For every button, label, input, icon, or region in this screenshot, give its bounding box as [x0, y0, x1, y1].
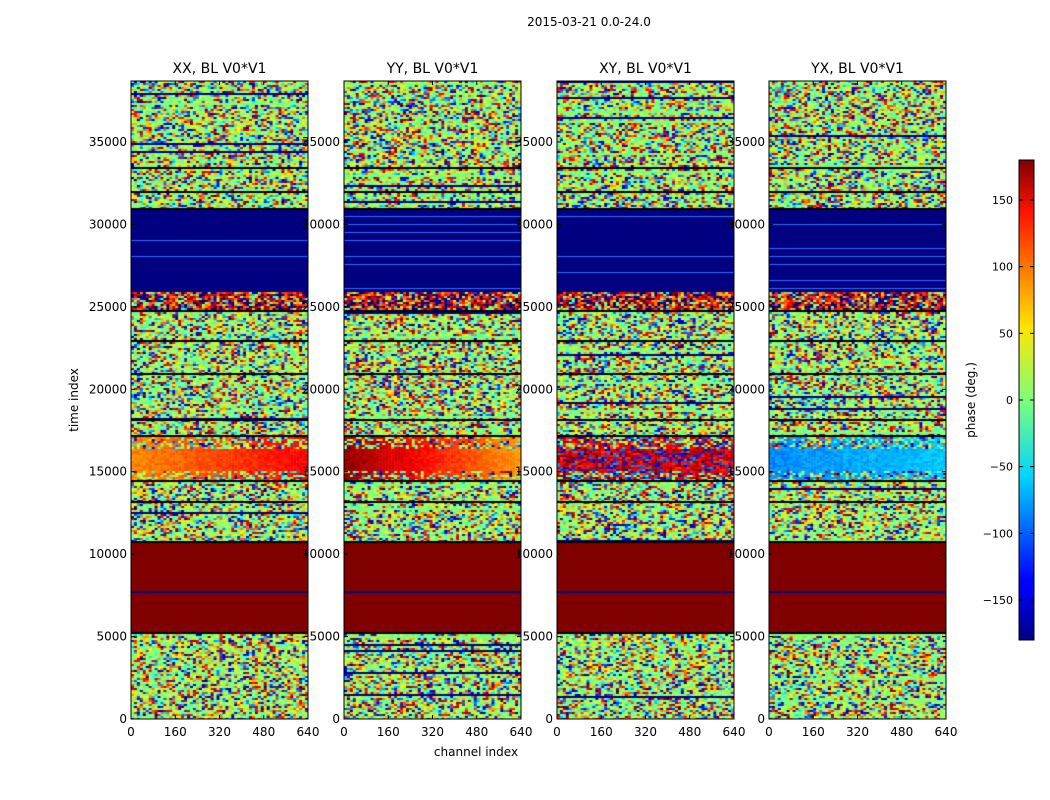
- panel-title: XX, BL V0*V1: [173, 61, 267, 77]
- colorbar-tick-label: 0: [1006, 394, 1013, 407]
- colorbar-label: phase (deg.): [964, 362, 978, 438]
- x-tick-label: 640: [935, 725, 958, 739]
- panel-title: YX, BL V0*V1: [810, 61, 904, 77]
- heatmap-2: [557, 81, 734, 719]
- panel-title: YY, BL V0*V1: [386, 61, 479, 77]
- x-tick-label: 160: [802, 725, 825, 739]
- colorbar-tick-label: −100: [983, 527, 1013, 540]
- y-tick-label: 10000: [302, 547, 340, 561]
- y-tick-label: 10000: [515, 547, 553, 561]
- y-tick-label: 20000: [727, 382, 765, 396]
- colorbar-tick-label: −150: [983, 594, 1013, 607]
- x-tick-label: 640: [510, 725, 533, 739]
- x-tick-label: 320: [208, 725, 231, 739]
- y-axis-label: time index: [67, 368, 81, 432]
- y-tick-label: 0: [332, 712, 340, 726]
- y-tick-label: 5000: [96, 630, 127, 644]
- panel-3: YX, BL V0*V1 0 160 320 480 640 0 5000 10000 15000…: [727, 61, 958, 739]
- x-tick-label: 320: [421, 725, 444, 739]
- heatmap-0: [131, 81, 308, 719]
- heatmap-1: [344, 81, 521, 719]
- y-tick-label: 25000: [727, 300, 765, 314]
- y-tick-label: 30000: [302, 217, 340, 231]
- y-tick-label: 0: [757, 712, 765, 726]
- y-tick-label: 5000: [734, 630, 765, 644]
- y-tick-label: 15000: [515, 465, 553, 479]
- y-tick-label: 35000: [727, 135, 765, 149]
- figure-title: 2015-03-21 0.0-24.0: [527, 15, 651, 29]
- x-tick-label: 480: [465, 725, 488, 739]
- panel-0: XX, BL V0*V1 0 160 320 480 640 0 5000 10000 15000…: [89, 61, 320, 739]
- colorbar-tick-label: −50: [990, 461, 1013, 474]
- colorbar-tick-label: 150: [992, 194, 1013, 207]
- y-tick-label: 30000: [727, 217, 765, 231]
- y-tick-label: 5000: [522, 630, 553, 644]
- colorbar: −150 −100 −50 0 50 100 150 phase (deg.): [964, 159, 1035, 641]
- y-tick-label: 15000: [89, 465, 127, 479]
- x-tick-label: 480: [890, 725, 913, 739]
- y-tick-label: 25000: [89, 300, 127, 314]
- x-tick-label: 640: [723, 725, 746, 739]
- x-axis-label: channel index: [434, 745, 518, 759]
- x-tick-label: 320: [846, 725, 869, 739]
- x-tick-label: 160: [377, 725, 400, 739]
- panel-1: YY, BL V0*V1 0 160 320 480 640 0 5000 10000 15000…: [302, 61, 533, 739]
- y-tick-label: 30000: [515, 217, 553, 231]
- y-tick-label: 0: [545, 712, 553, 726]
- x-tick-label: 320: [634, 725, 657, 739]
- x-tick-label: 160: [590, 725, 613, 739]
- panel-2: XY, BL V0*V1 0 160 320 480 640 0 5000 10000 15000…: [515, 61, 746, 739]
- colorbar-tick-label: 50: [999, 327, 1013, 340]
- y-tick-label: 25000: [515, 300, 553, 314]
- y-tick-label: 15000: [727, 465, 765, 479]
- x-tick-label: 0: [553, 725, 561, 739]
- x-tick-label: 0: [765, 725, 773, 739]
- y-tick-label: 0: [119, 712, 127, 726]
- y-tick-label: 35000: [302, 135, 340, 149]
- heatmap-3: [769, 81, 946, 719]
- y-tick-label: 25000: [302, 300, 340, 314]
- y-tick-label: 30000: [89, 217, 127, 231]
- y-tick-label: 20000: [515, 382, 553, 396]
- y-tick-label: 15000: [302, 465, 340, 479]
- colorbar-tick-label: 100: [992, 261, 1013, 274]
- x-tick-label: 0: [127, 725, 135, 739]
- y-tick-label: 20000: [89, 382, 127, 396]
- y-tick-label: 5000: [309, 630, 340, 644]
- x-tick-label: 480: [678, 725, 701, 739]
- x-tick-label: 0: [340, 725, 348, 739]
- x-tick-label: 480: [252, 725, 275, 739]
- x-tick-label: 160: [164, 725, 187, 739]
- y-tick-label: 35000: [89, 135, 127, 149]
- panel-title: XY, BL V0*V1: [599, 61, 692, 77]
- x-tick-label: 640: [297, 725, 320, 739]
- panels: XX, BL V0*V1 0 160 320 480 640 0 5000 10000 15000…: [89, 61, 958, 739]
- y-tick-label: 35000: [515, 135, 553, 149]
- y-tick-label: 20000: [302, 382, 340, 396]
- y-tick-label: 10000: [727, 547, 765, 561]
- y-tick-label: 10000: [89, 547, 127, 561]
